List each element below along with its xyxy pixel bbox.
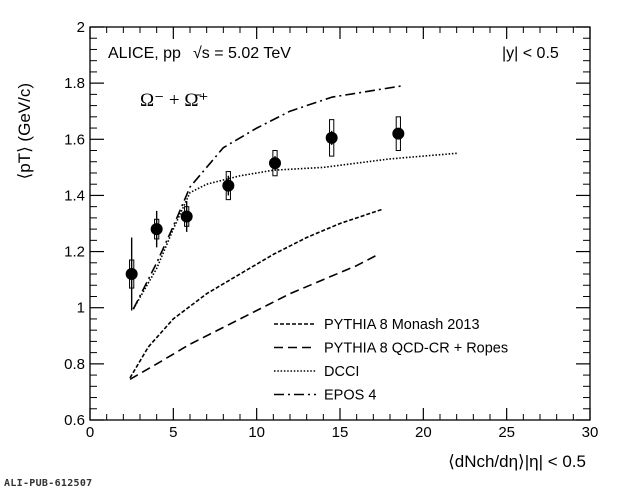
data-point-4 bbox=[222, 179, 235, 192]
x-axis-title: ⟨dNch/dη⟩|η| < 0.5 bbox=[448, 452, 586, 471]
legend-label-2: PYTHIA 8 QCD-CR + Ropes bbox=[324, 341, 508, 357]
y-tick-label: 1.4 bbox=[64, 187, 85, 204]
legend-label-4: EPOS 4 bbox=[324, 388, 376, 404]
data-point-3 bbox=[180, 210, 193, 223]
data-point-1 bbox=[125, 268, 138, 281]
x-tick-label: 20 bbox=[415, 424, 432, 441]
legend-label-1: PYTHIA 8 Monash 2013 bbox=[324, 317, 480, 333]
y-tick-label: 1.6 bbox=[64, 131, 85, 148]
y-tick-label: 1.8 bbox=[64, 75, 85, 92]
annotation-rapidity: |y| < 0.5 bbox=[502, 45, 559, 62]
series-line-3 bbox=[132, 152, 457, 310]
publication-id: ALI-PUB-612507 bbox=[4, 478, 93, 489]
y-tick-label: 1 bbox=[77, 300, 85, 317]
annotation-particle: Ω⁻ + Ω̄⁺ bbox=[140, 90, 209, 111]
data-point-7 bbox=[392, 127, 405, 140]
y-axis-title: ⟨pT⟩ (GeV/c) bbox=[15, 83, 34, 179]
data-points bbox=[125, 116, 405, 311]
data-point-6 bbox=[325, 131, 338, 144]
x-tick-label: 0 bbox=[86, 424, 94, 441]
x-tick-label: 30 bbox=[582, 424, 599, 441]
legend: PYTHIA 8 Monash 2013 PYTHIA 8 QCD-CR + Ro… bbox=[274, 317, 508, 404]
y-tick-label: 0.6 bbox=[64, 412, 85, 429]
x-tick-label: 15 bbox=[332, 424, 349, 441]
annotation-energy: √s = 5.02 TeV bbox=[193, 45, 291, 62]
series-line-4 bbox=[132, 85, 402, 310]
data-point-5 bbox=[269, 157, 281, 170]
y-tick-label: 2 bbox=[77, 19, 85, 36]
model-curves bbox=[129, 85, 457, 380]
x-tick-label: 10 bbox=[248, 424, 265, 441]
annotation-experiment: ALICE, pp bbox=[108, 45, 181, 62]
x-tick-label: 5 bbox=[169, 424, 177, 441]
series-line-2 bbox=[129, 253, 379, 380]
data-point-2 bbox=[150, 223, 163, 236]
x-tick-label: 25 bbox=[498, 424, 515, 441]
legend-label-3: DCCI bbox=[324, 364, 359, 380]
y-tick-label: 0.8 bbox=[64, 356, 85, 373]
series-line-1 bbox=[129, 208, 382, 379]
y-tick-label: 1.2 bbox=[64, 244, 85, 261]
axes: 0 5 10 15 20 25 30 0.6 0.8 1 1.2 1.4 1.6 1.8 2 bbox=[64, 19, 598, 441]
